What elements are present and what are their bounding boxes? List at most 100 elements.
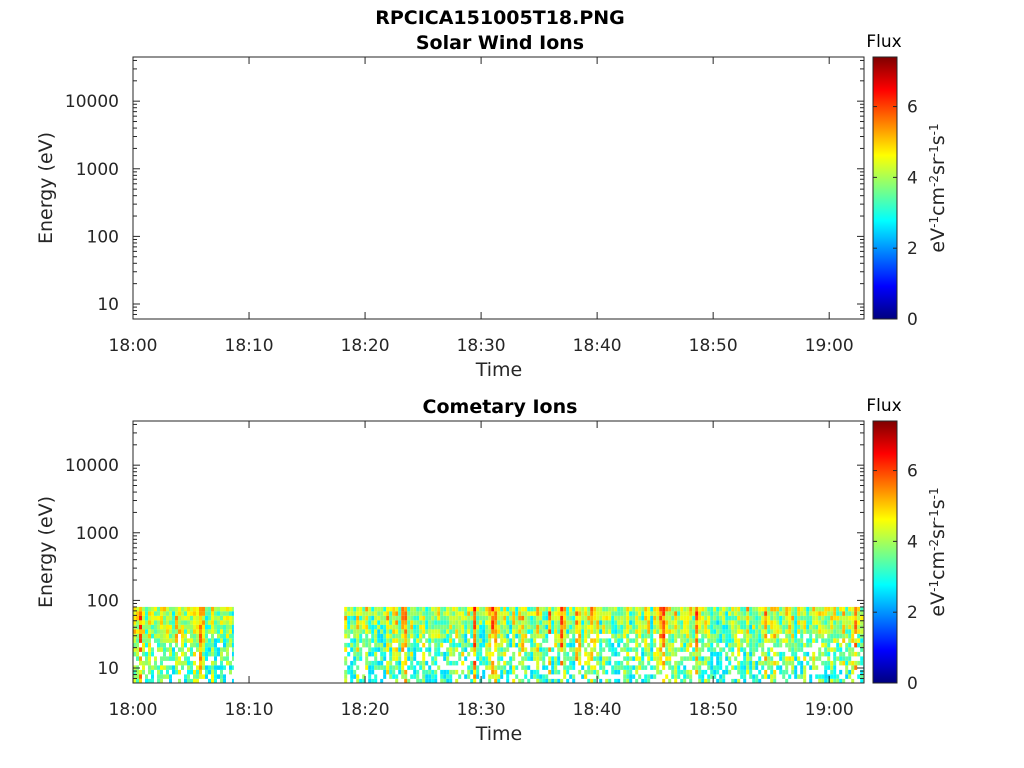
heatmap-cell xyxy=(202,656,205,661)
heatmap-cell xyxy=(512,665,516,670)
heatmap-cell xyxy=(181,665,184,670)
heatmap-cell xyxy=(377,633,381,639)
heatmap-cell xyxy=(151,647,154,652)
heatmap-cell xyxy=(626,629,630,634)
heatmap-cell xyxy=(851,665,855,670)
heatmap-cell xyxy=(701,611,705,616)
heatmap-cell xyxy=(386,669,390,675)
heatmap-cell xyxy=(503,660,507,666)
y-tick-label: 100 xyxy=(87,591,119,611)
heatmap-cell xyxy=(809,656,813,661)
heatmap-cell xyxy=(419,615,423,621)
heatmap-cell xyxy=(160,665,163,670)
heatmap-cell xyxy=(136,615,139,621)
heatmap-cell xyxy=(773,638,777,643)
heatmap-cell xyxy=(848,674,852,679)
heatmap-cell xyxy=(518,651,522,657)
heatmap-cell xyxy=(440,611,444,616)
heatmap-cell xyxy=(755,624,759,630)
heatmap-cell xyxy=(740,674,744,679)
heatmap-cell xyxy=(350,629,354,634)
heatmap-cell xyxy=(506,674,510,679)
heatmap-cell xyxy=(698,674,702,679)
heatmap-cell xyxy=(848,620,852,625)
heatmap-cell xyxy=(584,638,588,643)
heatmap-cell xyxy=(860,647,864,652)
heatmap-cell xyxy=(704,629,708,634)
heatmap-cell xyxy=(602,660,606,666)
heatmap-cell xyxy=(653,611,657,616)
heatmap-cell xyxy=(566,624,570,630)
heatmap-cell xyxy=(344,660,348,666)
heatmap-cell xyxy=(560,615,564,621)
heatmap-cell xyxy=(506,678,510,683)
heatmap-cell xyxy=(407,651,411,657)
heatmap-cell xyxy=(578,647,582,652)
heatmap-cell xyxy=(605,606,609,612)
heatmap-cell xyxy=(794,606,798,612)
heatmap-cell xyxy=(449,611,453,616)
heatmap-cell xyxy=(641,647,645,652)
heatmap-cell xyxy=(851,669,855,675)
heatmap-cell xyxy=(160,669,163,675)
heatmap-cell xyxy=(764,674,768,679)
heatmap-cell xyxy=(175,615,178,621)
heatmap-cell xyxy=(665,642,669,648)
heatmap-cell xyxy=(524,629,528,634)
heatmap-cell xyxy=(809,611,813,616)
heatmap-cell xyxy=(374,642,378,648)
heatmap-cell xyxy=(545,678,549,683)
heatmap-cell xyxy=(232,651,234,657)
heatmap-cell xyxy=(710,624,714,630)
heatmap-cell xyxy=(572,678,576,683)
heatmap-cell xyxy=(587,611,591,616)
heatmap-cell xyxy=(208,624,211,630)
heatmap-cell xyxy=(389,624,393,630)
heatmap-cell xyxy=(371,615,375,621)
heatmap-cell xyxy=(214,615,217,621)
heatmap-cell xyxy=(223,638,226,643)
heatmap-cell xyxy=(707,638,711,643)
heatmap-cell xyxy=(584,611,588,616)
heatmap-cell xyxy=(133,669,136,675)
heatmap-cell xyxy=(190,620,193,625)
heatmap-cell xyxy=(440,678,444,683)
heatmap-cell xyxy=(860,656,864,661)
heatmap-cell xyxy=(749,624,753,630)
heatmap-cell xyxy=(794,647,798,652)
heatmap-cell xyxy=(629,678,633,683)
heatmap-cell xyxy=(629,611,633,616)
heatmap-cell xyxy=(803,669,807,675)
heatmap-cell xyxy=(413,674,417,679)
heatmap-cell xyxy=(548,678,552,683)
heatmap-cell xyxy=(761,660,765,666)
heatmap-cell xyxy=(788,647,792,652)
heatmap-cell xyxy=(401,665,405,670)
heatmap-cell xyxy=(770,678,774,683)
heatmap-cell xyxy=(734,665,738,670)
heatmap-cell xyxy=(689,638,693,643)
heatmap-cell xyxy=(184,633,187,639)
heatmap-cell xyxy=(208,638,211,643)
unit-base: cm xyxy=(927,187,949,216)
heatmap-cell xyxy=(356,606,360,612)
heatmap-cell xyxy=(443,611,447,616)
heatmap-cell xyxy=(647,660,651,666)
heatmap-cell xyxy=(169,638,172,643)
heatmap-cell xyxy=(683,642,687,648)
heatmap-cell xyxy=(199,615,202,621)
heatmap-cell xyxy=(344,615,348,621)
heatmap-cell xyxy=(671,665,675,670)
heatmap-cell xyxy=(482,620,486,625)
heatmap-cell xyxy=(764,606,768,612)
heatmap-cell xyxy=(647,647,651,652)
heatmap-cell xyxy=(701,678,705,683)
heatmap-cell xyxy=(163,665,166,670)
heatmap-cell xyxy=(821,651,825,657)
heatmap-cell xyxy=(695,651,699,657)
heatmap-cell xyxy=(728,647,732,652)
heatmap-cell xyxy=(641,651,645,657)
heatmap-cell xyxy=(791,611,795,616)
heatmap-cell xyxy=(410,611,414,616)
heatmap-cell xyxy=(515,633,519,639)
